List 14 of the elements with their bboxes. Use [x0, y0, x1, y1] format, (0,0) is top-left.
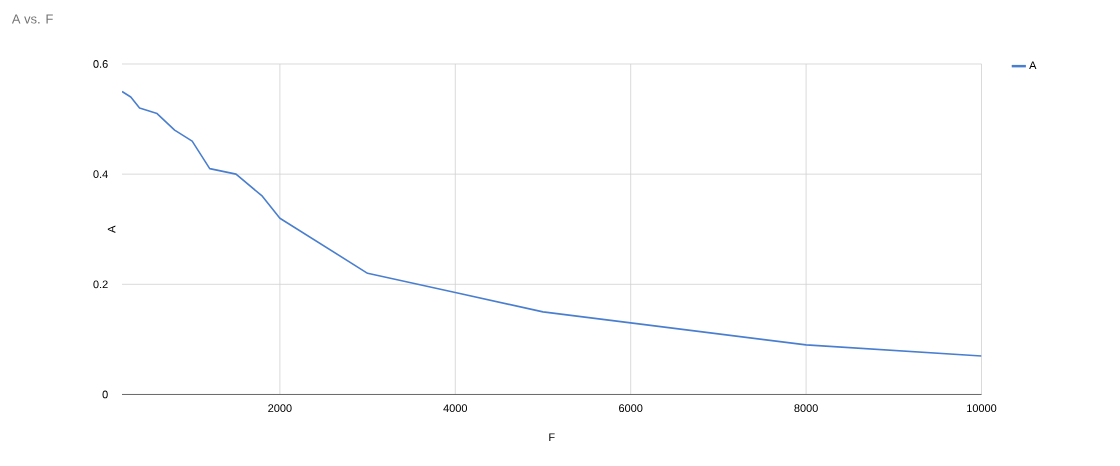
x-tick-label: 10000: [967, 404, 997, 413]
x-axis-title: F: [549, 433, 555, 442]
x-tick-label: 4000: [443, 404, 468, 413]
line-series: [122, 90, 982, 357]
legend-label: A: [1029, 61, 1037, 70]
y-tick-label: 0.4: [93, 170, 108, 179]
y-tick-label: 0.6: [93, 60, 108, 68]
x-tick-label: 2000: [268, 404, 292, 413]
x-tick-label: 6000: [619, 404, 643, 413]
chart-title: A vs. F: [11, 14, 53, 24]
y-axis-title: A: [107, 225, 116, 233]
y-tick-label: 0.2: [93, 280, 108, 289]
y-tick-label: 0: [102, 390, 108, 399]
x-tick-label: 8000: [794, 404, 818, 413]
